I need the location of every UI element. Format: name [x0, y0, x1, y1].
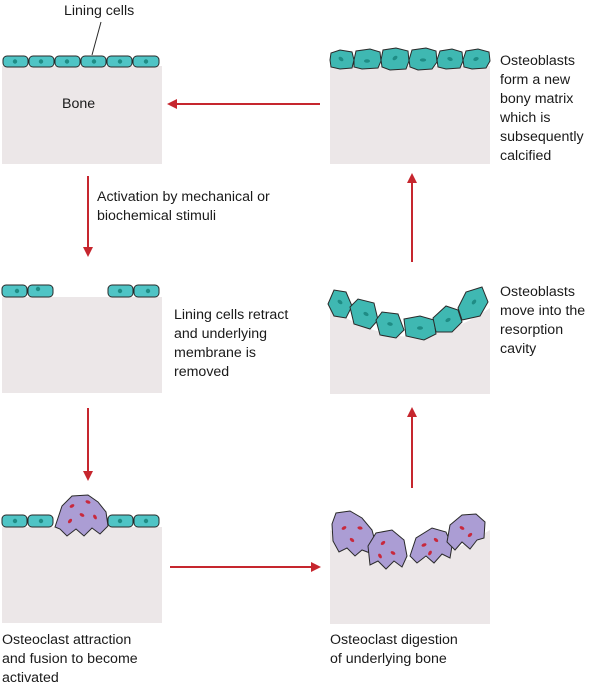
osteoblast	[353, 48, 382, 70]
matrix-caption: Osteoblasts form a new bony matrix which…	[500, 53, 584, 164]
panel-resting-bone	[2, 21, 162, 164]
osteoclast	[409, 527, 453, 564]
bone-block	[2, 297, 162, 393]
digestion-caption: Osteoclast digestion of underlying bone	[330, 632, 458, 667]
panel-osteoclast-digestion	[330, 510, 490, 624]
panel-osteoclast-attraction	[1, 494, 162, 623]
bone-label: Bone	[62, 96, 96, 112]
osteoclast-nuclei	[67, 500, 97, 524]
lining-cell	[1, 284, 28, 298]
lining-cell	[27, 284, 54, 298]
attraction-caption: Osteoclast attraction and fusion to beco…	[2, 632, 138, 686]
bone-block	[2, 66, 162, 164]
lining-cells-label: Lining cells	[64, 3, 135, 19]
osteoclast	[446, 513, 486, 551]
osteoclast-nuclei	[341, 526, 473, 559]
lining-cell-row	[2, 55, 160, 68]
activation-caption: Activation by mechanical or biochemical …	[97, 189, 270, 224]
panel-new-matrix	[329, 47, 491, 164]
retraction-caption: Lining cells retract and underlying memb…	[174, 307, 289, 380]
panel-osteoblast-migration	[327, 286, 490, 394]
osteoclast	[367, 529, 408, 570]
lining-cell-nuclei	[12, 59, 149, 64]
lining-cells-pointer	[91, 21, 102, 56]
bone-block	[2, 527, 162, 623]
panel-retraction	[1, 284, 162, 393]
bone-block	[330, 66, 490, 164]
migration-caption: Osteoblasts move into the resorption cav…	[500, 284, 586, 357]
